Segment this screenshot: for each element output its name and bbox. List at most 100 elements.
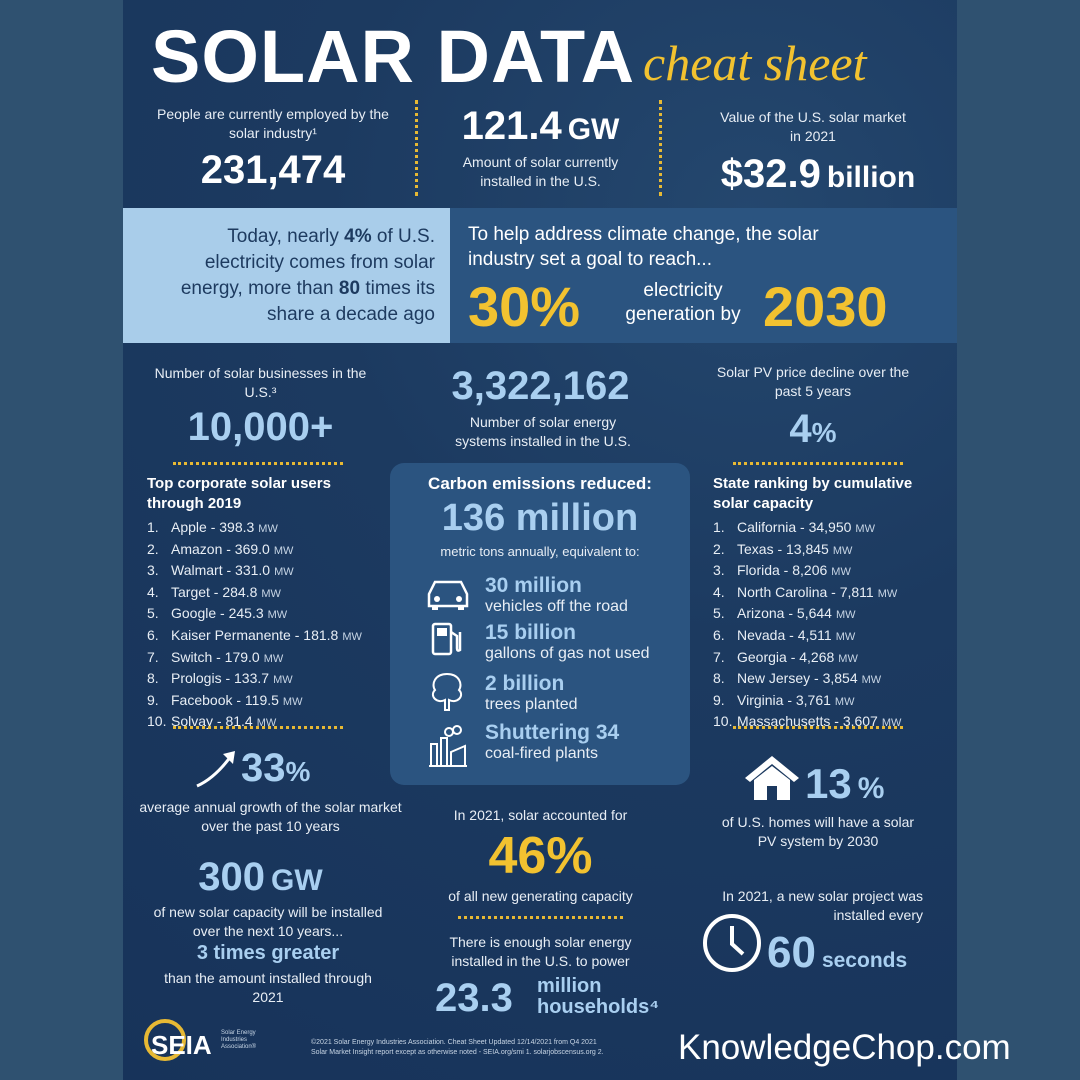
carbon-item-text: gallons of gas not used bbox=[485, 645, 650, 662]
stat-label: People are currently employed by the sol… bbox=[157, 106, 389, 141]
footnote: Solar Market Insight report except as ot… bbox=[311, 1049, 604, 1056]
goal-intro: To help address climate change, the sola… bbox=[468, 224, 819, 270]
future-text: than the amount installed through 2021 bbox=[164, 970, 372, 1005]
list-item: 8. Prologis - 133.7 MW bbox=[147, 669, 362, 691]
future-highlight: 3 times greater bbox=[196, 942, 340, 964]
corporate-title: Top corporate solar users through 2019 bbox=[147, 475, 331, 512]
item-unit: MW bbox=[267, 609, 288, 622]
list-item: 1. California - 34,950 MW bbox=[713, 518, 901, 540]
item-text: Arizona - 5,644 bbox=[737, 605, 832, 622]
footnote: ©2021 Solar Energy Industries Associatio… bbox=[311, 1039, 597, 1046]
homes-value: 13 bbox=[805, 760, 852, 807]
growth-label: average annual growth of the solar marke… bbox=[139, 799, 402, 834]
households-label: There is enough solar energy installed i… bbox=[449, 934, 632, 969]
item-text: Facebook - 119.5 bbox=[171, 691, 279, 708]
item-text: Switch - 179.0 bbox=[171, 648, 260, 665]
item-unit: MW bbox=[261, 587, 281, 600]
gas-pump-icon bbox=[431, 622, 462, 656]
rank: 5. bbox=[713, 605, 725, 622]
businesses-value: 10,000+ bbox=[187, 405, 334, 449]
carbon-title: Carbon emissions reduced: bbox=[428, 474, 652, 493]
corporate-list: 1. Apple - 398.3 MW 2. Amazon - 369.0 MW 3. Wal… bbox=[147, 518, 362, 734]
item-text: Prologis - 133.7 bbox=[171, 670, 270, 687]
subtitle: cheat sheet bbox=[643, 35, 867, 91]
text: times its share a decade ago bbox=[267, 278, 435, 325]
item-text: Apple - 398.3 bbox=[171, 519, 255, 535]
carbon-item-title: 2 billion bbox=[485, 672, 565, 695]
list-item: 6. Kaiser Permanente - 181.8 MW bbox=[147, 626, 362, 648]
growth-value: 33 bbox=[241, 746, 286, 790]
text: Today, nearly bbox=[227, 226, 345, 247]
item-unit: MW bbox=[877, 587, 898, 600]
house-icon bbox=[745, 756, 799, 800]
growth-value-group: 33% bbox=[241, 746, 310, 791]
text: of U.S. electricity comes from solar ene… bbox=[180, 226, 435, 299]
list-item: 2. Texas - 13,845 MW bbox=[713, 540, 901, 562]
carbon-item-title: Shuttering 34 bbox=[485, 721, 620, 744]
price-value-group: 4% bbox=[713, 407, 913, 452]
carbon-item-title: 30 million bbox=[485, 574, 582, 597]
systems-label: Number of solar energy systems installed… bbox=[455, 414, 631, 449]
divider bbox=[173, 462, 343, 465]
stat-value: 121.4 bbox=[461, 104, 562, 148]
frequency-value-group: 60 seconds bbox=[767, 928, 907, 978]
frequency-value: 60 bbox=[767, 928, 816, 977]
frequency-label: In 2021, a new solar project was install… bbox=[722, 888, 923, 923]
list-item: 7. Switch - 179.0 MW bbox=[147, 648, 362, 670]
growth-arrow-icon bbox=[196, 751, 235, 788]
future-value-group: 300 GW bbox=[143, 855, 378, 900]
rank: 10. bbox=[147, 713, 167, 730]
rank: 9. bbox=[147, 691, 159, 708]
item-text: Solvay - 81.4 bbox=[171, 713, 253, 730]
seia-logo-mark bbox=[144, 1019, 186, 1061]
list-item: 7. Georgia - 4,268 MW bbox=[713, 648, 901, 670]
stat-value: 231,474 bbox=[200, 148, 346, 192]
stat-label: Value of the U.S. solar market in 2021 bbox=[720, 109, 906, 144]
item-unit: MW bbox=[342, 630, 362, 643]
stat-value: $32.9 bbox=[720, 152, 821, 196]
item-unit: MW bbox=[834, 695, 855, 708]
list-item: 2. Amazon - 369.0 MW bbox=[147, 540, 362, 562]
item-text: North Carolina - 7,811 bbox=[737, 583, 874, 600]
item-text: Nevada - 4,511 bbox=[737, 626, 832, 643]
watermark: KnowledgeChop.com bbox=[678, 1028, 1011, 1067]
item-text: California - 34,950 bbox=[737, 519, 852, 535]
item-unit: MW bbox=[282, 695, 303, 708]
divider bbox=[458, 916, 623, 919]
item-unit: MW bbox=[838, 652, 858, 665]
rank: 6. bbox=[713, 626, 725, 643]
rank: 8. bbox=[713, 670, 725, 687]
carbon-item-title: 15 billion bbox=[485, 621, 577, 644]
item-unit: MW bbox=[258, 523, 278, 535]
frequency-unit: seconds bbox=[821, 949, 908, 972]
stat-unit: billion bbox=[826, 161, 916, 194]
sheet: SOLAR DATA cheat sheet People are curren… bbox=[123, 0, 957, 1080]
growth-unit: % bbox=[285, 756, 311, 787]
carbon-label: metric tons annually, equivalent to: bbox=[440, 544, 640, 559]
list-item: 3. Florida - 8,206 MW bbox=[713, 561, 901, 583]
list-item: 4. North Carolina - 7,811 MW bbox=[713, 583, 901, 605]
divider bbox=[733, 462, 903, 465]
footnotes: ©2021 Solar Energy Industries Associatio… bbox=[311, 1038, 604, 1058]
homes-unit: % bbox=[857, 772, 885, 805]
divider bbox=[659, 100, 662, 196]
item-text: Georgia - 4,268 bbox=[737, 648, 835, 665]
item-text: Kaiser Permanente - 181.8 bbox=[171, 626, 339, 643]
future-unit: GW bbox=[271, 864, 323, 897]
item-unit: MW bbox=[274, 566, 294, 579]
carbon-item: 30 million vehicles off the road bbox=[485, 574, 685, 616]
carbon-item-text: vehicles off the road bbox=[485, 598, 628, 615]
list-item: 5. Arizona - 5,644 MW bbox=[713, 604, 901, 626]
list-item: 10. Solvay - 81.4 MW bbox=[147, 712, 362, 734]
rank: 7. bbox=[147, 648, 159, 665]
rank: 8. bbox=[147, 670, 159, 687]
rank: 7. bbox=[713, 648, 725, 665]
item-text: Virginia - 3,761 bbox=[737, 691, 831, 708]
list-item: 1. Apple - 398.3 MW bbox=[147, 518, 362, 540]
logo: SEIA bbox=[151, 1030, 212, 1060]
goal-text: electricity generation by bbox=[625, 280, 741, 325]
rank: 10. bbox=[713, 713, 733, 730]
carbon-item: Shuttering 34 coal-fired plants bbox=[485, 721, 685, 763]
homes-label: of U.S. homes will have a solar PV syste… bbox=[721, 814, 915, 849]
homes-value-group: 13% bbox=[805, 760, 884, 808]
